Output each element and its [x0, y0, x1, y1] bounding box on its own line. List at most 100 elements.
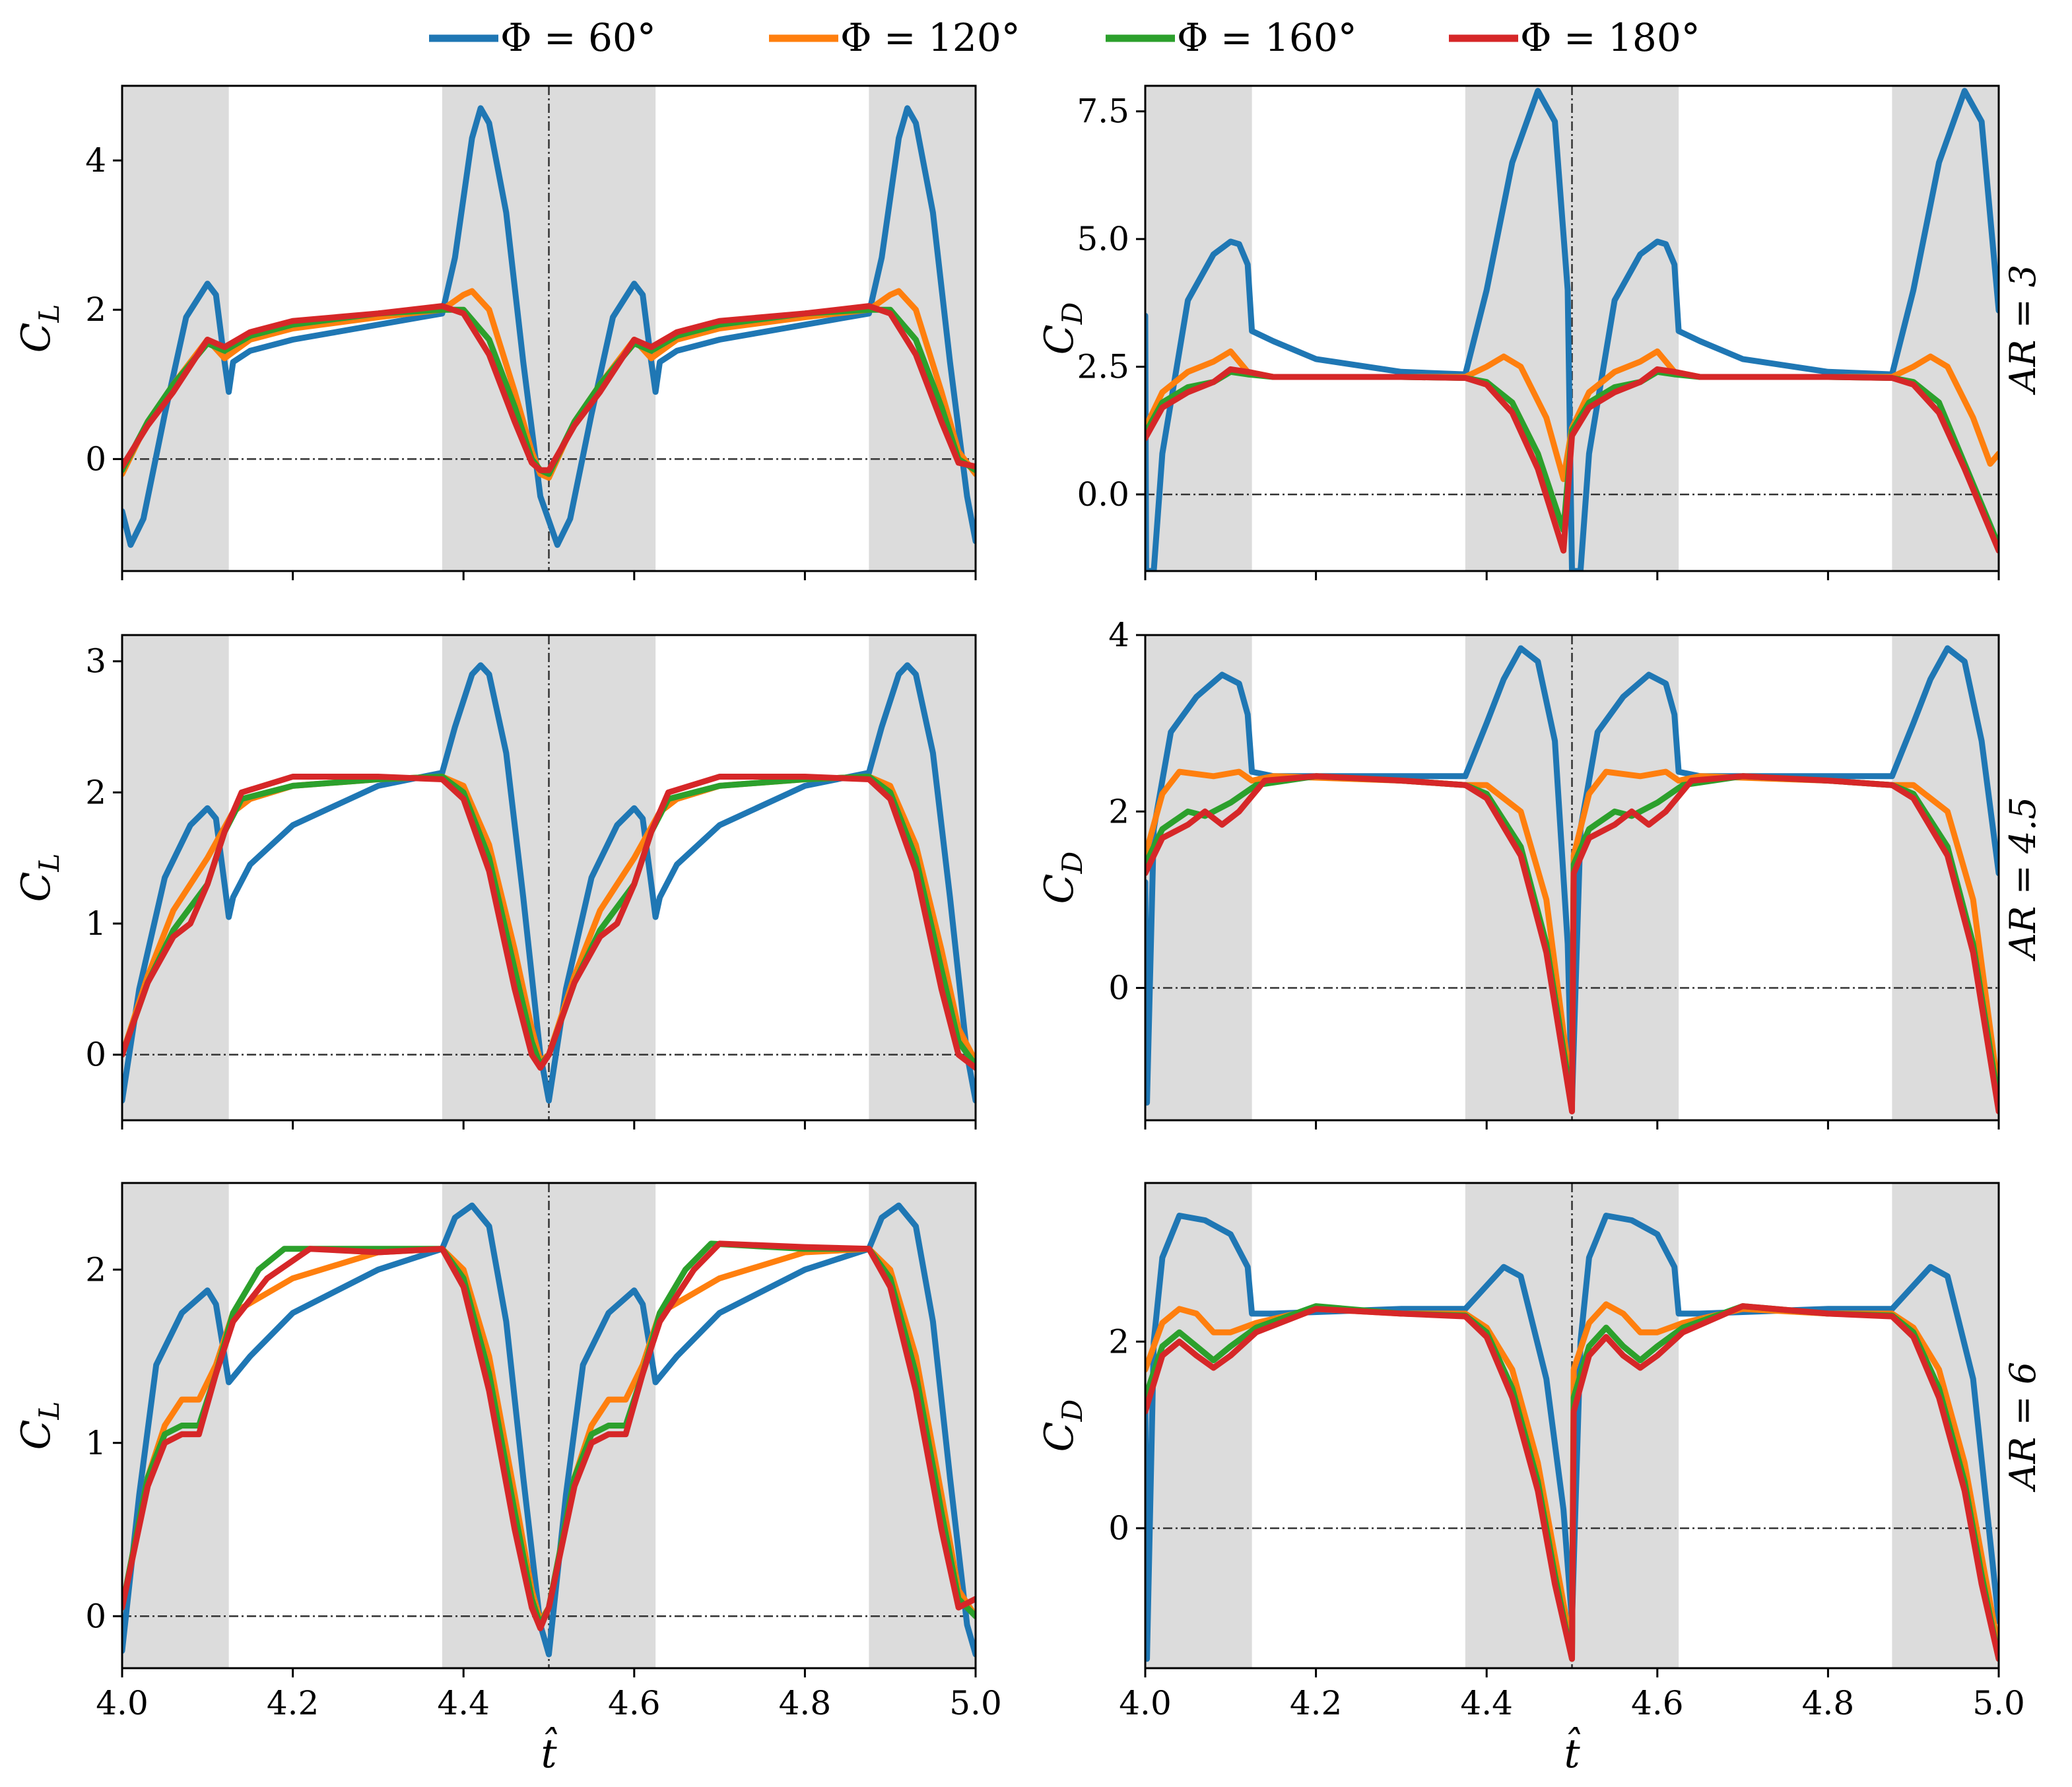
- y-tick-label: 0: [1108, 969, 1129, 1007]
- legend-entry-3: Φ = 160°: [1106, 15, 1357, 60]
- axes-frame: [1144, 84, 2000, 572]
- y-axis-label-main: C: [1036, 324, 1083, 354]
- legend-entry-1: Φ = 60°: [429, 15, 656, 60]
- y-tick-label: 0: [85, 1597, 106, 1635]
- y-tick-label: 2: [1108, 1322, 1129, 1361]
- x-tick-label: 4.2: [1290, 1684, 1343, 1722]
- y-axis-label-sub: L: [33, 1401, 65, 1421]
- axes-frame: [121, 1182, 977, 1669]
- x-tick-label: 5.0: [1972, 1684, 2025, 1722]
- y-tick-label: 0: [85, 440, 106, 478]
- x-tick-label: 4.4: [437, 1684, 490, 1722]
- axes-frame: [1144, 1182, 2000, 1669]
- legend-entry-2: Φ = 120°: [769, 15, 1020, 60]
- y-tick-label: 2: [85, 1250, 106, 1289]
- y-axis-label-sub: L: [33, 854, 65, 873]
- y-axis-label: CD: [1036, 302, 1088, 355]
- series-line-4: [122, 303, 976, 473]
- y-axis-label: CD: [1036, 1399, 1088, 1452]
- axes-frame: [121, 634, 977, 1122]
- axes-frame: [121, 84, 977, 572]
- x-tick-label: 4.8: [1802, 1684, 1855, 1722]
- series-line-4: [1145, 773, 1999, 1115]
- x-tick-label: 5.0: [949, 1684, 1002, 1722]
- y-axis-label-sub: D: [1056, 302, 1088, 325]
- series-group: [1145, 645, 1999, 1115]
- y-tick-label: 1: [85, 1424, 106, 1462]
- row-label: AR = 4.5: [2002, 797, 2044, 962]
- panel-cd-ar45: 0 2 4 CD AR = 4.5: [1036, 616, 2044, 1130]
- y-tick-label: 2.5: [1077, 348, 1129, 386]
- row-label: AR = 6: [2002, 1362, 2044, 1493]
- x-axis-label: t̂: [1564, 1727, 1580, 1777]
- series-group: [122, 105, 976, 548]
- y-tick-label: 0: [85, 1036, 106, 1074]
- series-line-1: [122, 662, 976, 1104]
- x-tick-label: 4.0: [96, 1684, 149, 1722]
- y-axis-label-sub: L: [33, 304, 65, 323]
- series-group: [1145, 1213, 1999, 1662]
- shaded-region: [1145, 86, 1252, 571]
- y-tick-label: 4: [85, 141, 106, 180]
- panel-cl-ar6: 0 1 2 4.0 4.2 4.4 4.6 4.8 5.0 t̂ CL: [13, 1182, 1002, 1777]
- shaded-region: [122, 635, 229, 1120]
- series-line-1: [1145, 645, 1999, 1106]
- x-axis-label: t̂: [541, 1727, 557, 1777]
- legend-label: Φ = 60°: [500, 15, 656, 60]
- series-line-1: [1145, 1213, 1999, 1662]
- y-tick-label: 2: [85, 290, 106, 329]
- y-axis-label-main: C: [13, 871, 59, 902]
- series-group: [122, 1202, 976, 1658]
- legend-label: Φ = 160°: [1177, 15, 1357, 60]
- y-axis-label-main: C: [13, 1419, 59, 1450]
- x-tick-label: 4.4: [1460, 1684, 1513, 1722]
- y-tick-label: 3: [85, 642, 106, 681]
- y-tick-label: 5.0: [1077, 220, 1129, 258]
- y-axis-label-main: C: [13, 322, 59, 353]
- series-group: [1145, 88, 1999, 571]
- panel-cd-ar3: 0.0 2.5 5.0 7.5 CD AR = 3: [1036, 84, 2044, 580]
- y-tick-label: 0: [1108, 1509, 1129, 1547]
- y-axis-label: CL: [13, 854, 65, 902]
- series-group: [122, 662, 976, 1104]
- y-tick-label: 4: [1108, 616, 1129, 654]
- y-axis-label-main: C: [1036, 873, 1083, 904]
- y-axis-label: CD: [1036, 852, 1088, 904]
- row-label: AR = 3: [2002, 265, 2044, 396]
- series-line-4: [122, 1240, 976, 1632]
- y-axis-label-sub: D: [1056, 1399, 1088, 1423]
- y-tick-label: 1: [85, 904, 106, 943]
- shaded-region: [122, 86, 229, 571]
- series-line-4: [1145, 366, 1999, 554]
- shaded-region: [1892, 86, 1999, 571]
- x-tick-label: 4.6: [608, 1684, 661, 1722]
- y-tick-label: 7.5: [1077, 92, 1129, 131]
- shaded-region: [1145, 635, 1252, 1120]
- legend-label: Φ = 180°: [1520, 15, 1700, 60]
- axes-frame: [1144, 634, 2000, 1122]
- panel-cl-ar45: 0 1 2 3 CL: [13, 634, 977, 1130]
- y-axis-label-sub: D: [1056, 852, 1088, 875]
- legend-entry-4: Φ = 180°: [1449, 15, 1700, 60]
- y-axis-label: CL: [13, 1401, 65, 1450]
- x-tick-label: 4.0: [1119, 1684, 1172, 1722]
- series-line-4: [122, 774, 976, 1071]
- series-line-2: [122, 288, 976, 481]
- y-tick-label: 0.0: [1077, 475, 1129, 514]
- y-axis-label-main: C: [1036, 1421, 1083, 1452]
- panel-cd-ar6: 0 2 4.0 4.2 4.4 4.6 4.8 5.0 t̂ CD AR = 6: [1036, 1182, 2044, 1777]
- series-line-4: [1145, 1303, 1999, 1662]
- y-axis-label: CL: [13, 304, 65, 353]
- x-tick-label: 4.2: [267, 1684, 319, 1722]
- shaded-region: [1892, 635, 1999, 1120]
- legend: Φ = 60° Φ = 120° Φ = 160° Φ = 180°: [429, 15, 1700, 60]
- x-tick-label: 4.8: [779, 1684, 832, 1722]
- y-tick-label: 2: [1108, 792, 1129, 830]
- panel-cl-ar3: 0 2 4 CL: [13, 84, 977, 580]
- series-line-1: [1145, 88, 1999, 571]
- x-tick-label: 4.6: [1631, 1684, 1684, 1722]
- y-tick-label: 2: [85, 773, 106, 811]
- legend-label: Φ = 120°: [840, 15, 1020, 60]
